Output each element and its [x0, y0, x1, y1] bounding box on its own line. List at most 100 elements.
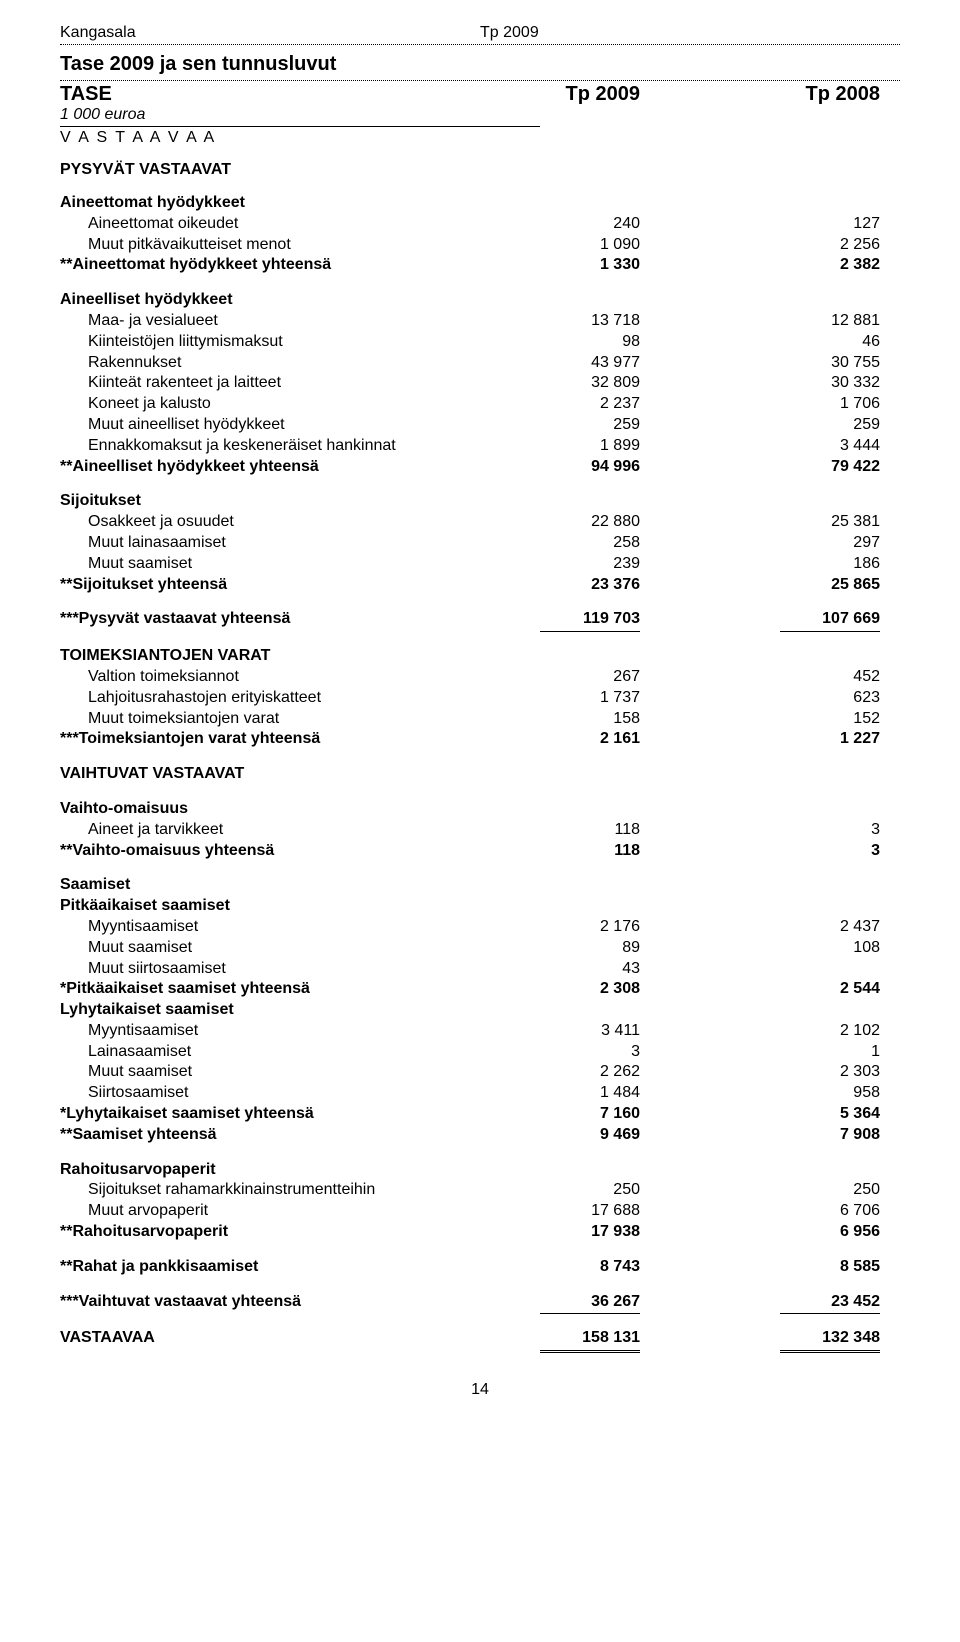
row-val1: 2 176	[480, 917, 680, 938]
data-row: Rakennukset43 97730 755	[60, 353, 900, 374]
row-val2	[680, 959, 900, 980]
row-val2: 2 256	[680, 235, 900, 256]
data-row: Lainasaamiset31	[60, 1042, 900, 1063]
header-bar: Kangasala Tp 2009	[60, 24, 900, 45]
vaihtuvat-head: VAIHTUVAT VASTAAVAT	[60, 764, 900, 785]
row-val2: 3	[680, 820, 900, 841]
tase-header: TASE Tp 2009 Tp 2008	[60, 83, 900, 106]
row-val2: 2 303	[680, 1062, 900, 1083]
row-label: Lainasaamiset	[60, 1042, 480, 1063]
row-val2: 30 332	[680, 373, 900, 394]
data-row: Aineettomat oikeudet240127	[60, 214, 900, 235]
row-val2: 30 755	[680, 353, 900, 374]
data-row: Muut pitkävaikutteiset menot1 0902 256	[60, 235, 900, 256]
header-right: Tp 2009	[480, 24, 900, 42]
row-val1: 1 899	[480, 436, 680, 457]
main-title: Tase 2009 ja sen tunnusluvut	[60, 53, 900, 81]
page-number: 14	[60, 1381, 900, 1399]
row-val2: 6 706	[680, 1201, 900, 1222]
row-val2: 3 444	[680, 436, 900, 457]
row-val1: 3 411	[480, 1021, 680, 1042]
row-val1: 32 809	[480, 373, 680, 394]
row-val1: 267	[480, 667, 680, 688]
saamiset-head: Saamiset	[60, 875, 900, 896]
data-row: Maa- ja vesialueet13 71812 881	[60, 311, 900, 332]
data-row: Koneet ja kalusto2 2371 706	[60, 394, 900, 415]
toimeksi-total: ***Toimeksiantojen varat yhteensä 2 161 …	[60, 729, 900, 750]
data-row: Ennakkomaksut ja keskeneräiset hankinnat…	[60, 436, 900, 457]
rahoitus-total: **Rahoitusarvopaperit 17 938 6 956	[60, 1222, 900, 1243]
header-left: Kangasala	[60, 24, 480, 42]
row-label: Myyntisaamiset	[60, 917, 480, 938]
sijoitukset-head: Sijoitukset	[60, 491, 900, 512]
data-row: Muut saamiset2 2622 303	[60, 1062, 900, 1083]
row-label: Ennakkomaksut ja keskeneräiset hankinnat	[60, 436, 480, 457]
row-val1: 98	[480, 332, 680, 353]
row-label: Aineettomat oikeudet	[60, 214, 480, 235]
row-label: Aineet ja tarvikkeet	[60, 820, 480, 841]
row-label: Muut lainasaamiset	[60, 533, 480, 554]
row-val2: 452	[680, 667, 900, 688]
row-label: Muut saamiset	[60, 554, 480, 575]
row-label: Muut arvopaperit	[60, 1201, 480, 1222]
row-label: Lahjoitusrahastojen erityiskatteet	[60, 688, 480, 709]
tase-col1: Tp 2009	[480, 83, 680, 106]
row-label: Myyntisaamiset	[60, 1021, 480, 1042]
row-label: Muut aineelliset hyödykkeet	[60, 415, 480, 436]
data-row: Muut aineelliset hyödykkeet259259	[60, 415, 900, 436]
data-row: Osakkeet ja osuudet22 88025 381	[60, 512, 900, 533]
data-row: Muut siirtosaamiset43	[60, 959, 900, 980]
row-val2: 623	[680, 688, 900, 709]
vaihto-head: Vaihto-omaisuus	[60, 799, 900, 820]
row-val2: 108	[680, 938, 900, 959]
row-label: Sijoitukset rahamarkkinainstrumentteihin	[60, 1180, 480, 1201]
row-val1: 250	[480, 1180, 680, 1201]
rahoitus-head: Rahoitusarvopaperit	[60, 1160, 900, 1181]
data-row: Valtion toimeksiannot267452	[60, 667, 900, 688]
vaihtuvat-total: ***Vaihtuvat vastaavat yhteensä 36 267 2…	[60, 1292, 900, 1315]
row-val1: 2 237	[480, 394, 680, 415]
data-row: Myyntisaamiset3 4112 102	[60, 1021, 900, 1042]
row-label: Kiinteät rakenteet ja laitteet	[60, 373, 480, 394]
row-val1: 240	[480, 214, 680, 235]
toimeksi-head: TOIMEKSIANTOJEN VARAT	[60, 646, 900, 667]
row-val2: 186	[680, 554, 900, 575]
pitka-total: *Pitkäaikaiset saamiset yhteensä 2 308 2…	[60, 979, 900, 1000]
row-val2: 958	[680, 1083, 900, 1104]
row-val1: 259	[480, 415, 680, 436]
row-val1: 118	[480, 820, 680, 841]
lyhyt-head: Lyhytaikaiset saamiset	[60, 1000, 900, 1021]
row-label: Siirtosaamiset	[60, 1083, 480, 1104]
row-val1: 1 484	[480, 1083, 680, 1104]
data-row: Myyntisaamiset2 1762 437	[60, 917, 900, 938]
subnote: 1 000 euroa	[60, 106, 900, 124]
row-val1: 1 090	[480, 235, 680, 256]
row-val1: 239	[480, 554, 680, 575]
tase-col2: Tp 2008	[680, 83, 900, 106]
row-val2: 1 706	[680, 394, 900, 415]
vastaavaa-spaced: V A S T A A V A A	[60, 129, 900, 147]
vaihto-total: **Vaihto-omaisuus yhteensä 118 3	[60, 841, 900, 862]
row-val1: 22 880	[480, 512, 680, 533]
row-val2: 297	[680, 533, 900, 554]
data-row: Kiinteistöjen liittymismaksut9846	[60, 332, 900, 353]
row-val2: 1	[680, 1042, 900, 1063]
aineettomat-total: **Aineettomat hyödykkeet yhteensä 1 330 …	[60, 255, 900, 276]
data-row: Aineet ja tarvikkeet1183	[60, 820, 900, 841]
row-val1: 158	[480, 709, 680, 730]
row-label: Muut siirtosaamiset	[60, 959, 480, 980]
row-val1: 1 737	[480, 688, 680, 709]
row-val2: 2 102	[680, 1021, 900, 1042]
row-val2: 127	[680, 214, 900, 235]
row-label: Muut saamiset	[60, 1062, 480, 1083]
data-row: Muut toimeksiantojen varat158152	[60, 709, 900, 730]
row-label: Maa- ja vesialueet	[60, 311, 480, 332]
saamiset-total: **Saamiset yhteensä 9 469 7 908	[60, 1125, 900, 1146]
aineelliset-total: **Aineelliset hyödykkeet yhteensä 94 996…	[60, 457, 900, 478]
row-val1: 258	[480, 533, 680, 554]
pysyvat-total: ***Pysyvät vastaavat yhteensä 119 703 10…	[60, 609, 900, 632]
row-val1: 17 688	[480, 1201, 680, 1222]
row-label: Muut pitkävaikutteiset menot	[60, 235, 480, 256]
row-val1: 13 718	[480, 311, 680, 332]
row-label: Kiinteistöjen liittymismaksut	[60, 332, 480, 353]
